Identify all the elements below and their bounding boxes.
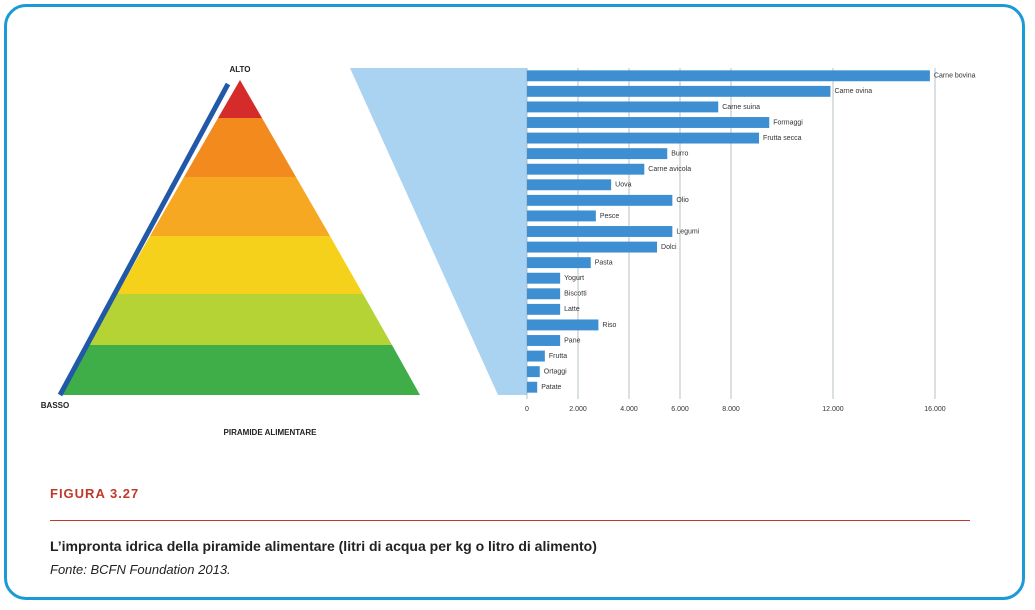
bar	[527, 210, 596, 221]
x-tick-label: 8.000	[722, 406, 740, 413]
bar	[527, 366, 540, 377]
page: {"chart_data": {"type": "bar", "orientat…	[0, 0, 1035, 610]
bar	[527, 226, 672, 237]
x-tick-label: 4.000	[620, 406, 638, 413]
x-tick-label: 6.000	[671, 406, 689, 413]
bar	[527, 133, 759, 144]
bar-label: Pesce	[600, 213, 620, 220]
bottom-label: BASSO	[41, 401, 69, 410]
bar-label: Frutta	[549, 353, 567, 360]
figure-label: FIGURA 3.27	[50, 486, 139, 501]
bar	[527, 288, 560, 299]
bar-label: Carne ovina	[834, 88, 872, 95]
pyramid-layer	[184, 118, 296, 177]
bar	[527, 86, 830, 97]
bar-label: Yogurt	[564, 275, 584, 282]
bar	[527, 351, 545, 362]
pyramid-layer	[88, 294, 392, 345]
pyramid-layer	[117, 236, 363, 294]
bar	[527, 304, 560, 315]
bar-label: Burro	[671, 150, 688, 157]
bar-label: Formaggi	[773, 119, 803, 126]
bar-label: Patate	[541, 384, 561, 391]
pyramid-title: PIRAMIDE ALIMENTARE	[224, 428, 318, 437]
bar-label: Biscotti	[564, 291, 587, 298]
x-tick-label: 2.000	[569, 406, 587, 413]
source: Fonte: BCFN Foundation 2013.	[50, 562, 231, 577]
bar-label: Carne suina	[722, 104, 760, 111]
bar-label: Uova	[615, 182, 631, 189]
figure-art: ALTO BASSO PIRAMIDE ALIMENTARE 0 2.000 4.0…	[0, 0, 1035, 470]
bar-label: Legumi	[676, 228, 699, 235]
x-tick-label: 16.000	[924, 406, 946, 413]
rule	[50, 520, 970, 521]
bar	[527, 319, 598, 330]
bar	[527, 148, 667, 159]
bar	[527, 382, 537, 393]
bar-label: Pane	[564, 337, 580, 344]
pyramid-layer	[150, 177, 330, 236]
top-label: ALTO	[229, 65, 250, 74]
bar	[527, 70, 930, 81]
bar-label: Carne avicola	[648, 166, 691, 173]
bar-label: Dolci	[661, 244, 677, 251]
bar-label: Olio	[676, 197, 689, 204]
x-tick-label: 12.000	[822, 406, 844, 413]
bar	[527, 335, 560, 346]
bar	[527, 195, 672, 206]
bar-label: Riso	[602, 322, 616, 329]
bar-label: Ortaggi	[544, 368, 567, 375]
bar	[527, 179, 611, 190]
bar	[527, 242, 657, 253]
pyramid-layer	[60, 345, 420, 395]
bar	[527, 117, 769, 128]
bar	[527, 257, 591, 268]
bar-label: Carne bovina	[934, 73, 976, 80]
x-tick-label: 0	[525, 406, 529, 413]
bar	[527, 273, 560, 284]
bar-label: Latte	[564, 306, 580, 313]
bar	[527, 164, 644, 175]
caption: L’impronta idrica della piramide aliment…	[50, 538, 597, 554]
bar	[527, 101, 718, 112]
bar-label: Frutta secca	[763, 135, 802, 142]
bar-label: Pasta	[595, 259, 613, 266]
